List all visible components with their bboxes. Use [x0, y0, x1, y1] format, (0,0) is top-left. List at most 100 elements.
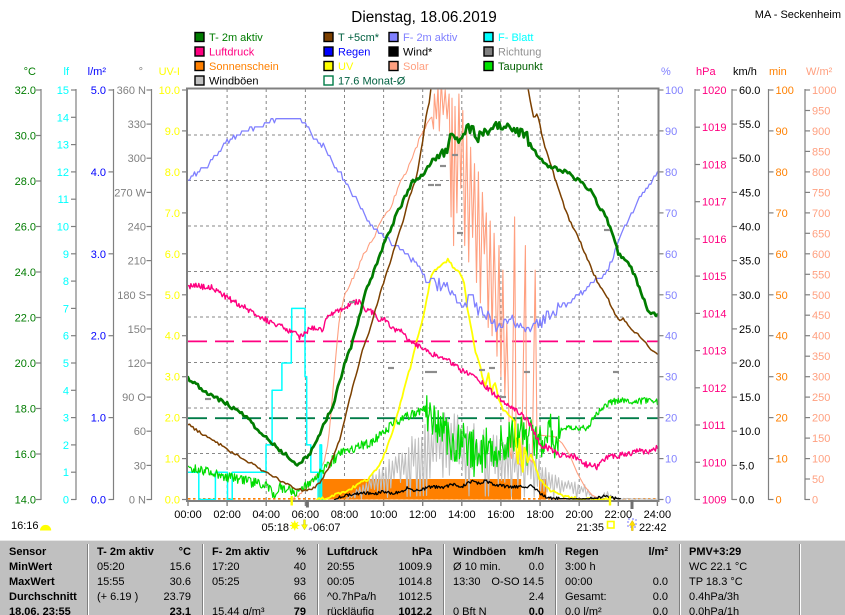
- svg-text:300: 300: [128, 153, 146, 165]
- svg-text:Solar: Solar: [403, 61, 429, 73]
- svg-text:14: 14: [57, 112, 69, 124]
- svg-text:W/m²: W/m²: [806, 66, 833, 78]
- svg-text:04:00: 04:00: [252, 509, 280, 521]
- svg-text:900: 900: [812, 126, 830, 138]
- svg-text:Dienstag, 18.06.2019: Dienstag, 18.06.2019: [351, 9, 496, 26]
- svg-text:1019: 1019: [702, 122, 726, 134]
- svg-text:100: 100: [812, 454, 830, 466]
- svg-text:16:00: 16:00: [487, 509, 515, 521]
- svg-text:35.0: 35.0: [739, 256, 760, 268]
- svg-text:16.0: 16.0: [15, 449, 36, 461]
- svg-text:20:00: 20:00: [565, 509, 593, 521]
- svg-text:1.0: 1.0: [165, 454, 180, 466]
- svg-text:20.0: 20.0: [739, 358, 760, 370]
- svg-text:F- Blatt: F- Blatt: [498, 32, 533, 44]
- svg-text:5.0: 5.0: [739, 460, 754, 472]
- svg-text:1016: 1016: [702, 234, 726, 246]
- svg-text:850: 850: [812, 146, 830, 158]
- svg-text:500: 500: [812, 290, 830, 302]
- svg-text:22:42: 22:42: [639, 522, 667, 534]
- svg-text:8: 8: [63, 276, 69, 288]
- svg-text:Richtung: Richtung: [498, 47, 541, 59]
- svg-text:6: 6: [63, 331, 69, 343]
- svg-text:18:00: 18:00: [526, 509, 554, 521]
- svg-text:400: 400: [812, 331, 830, 343]
- svg-text:%: %: [661, 66, 671, 78]
- svg-text:90: 90: [776, 126, 788, 138]
- svg-text:7: 7: [63, 303, 69, 315]
- svg-text:26.0: 26.0: [15, 222, 36, 234]
- svg-text:0: 0: [776, 495, 782, 507]
- svg-text:4.0: 4.0: [91, 167, 106, 179]
- svg-text:50: 50: [665, 290, 677, 302]
- svg-text:0 N: 0 N: [129, 495, 146, 507]
- svg-text:1012: 1012: [702, 383, 726, 395]
- svg-text:18.0: 18.0: [15, 404, 36, 416]
- svg-text:10:00: 10:00: [370, 509, 398, 521]
- svg-text:650: 650: [812, 228, 830, 240]
- svg-text:5.0: 5.0: [165, 290, 180, 302]
- svg-text:50: 50: [812, 474, 824, 486]
- svg-text:100: 100: [665, 85, 683, 97]
- svg-text:0.0: 0.0: [739, 495, 754, 507]
- svg-text:5.0: 5.0: [91, 85, 106, 97]
- svg-text:70: 70: [665, 208, 677, 220]
- svg-text:90 O: 90 O: [122, 392, 146, 404]
- svg-text:360 N: 360 N: [117, 85, 146, 97]
- svg-text:11: 11: [58, 194, 69, 206]
- svg-text:06:00: 06:00: [292, 509, 320, 521]
- svg-text:120: 120: [128, 358, 146, 370]
- svg-text:14:00: 14:00: [448, 509, 476, 521]
- svg-text:9: 9: [63, 249, 69, 261]
- svg-text:270 W: 270 W: [114, 187, 146, 199]
- svg-text:750: 750: [812, 187, 830, 199]
- svg-text:hPa: hPa: [696, 66, 716, 78]
- svg-text:50: 50: [776, 290, 788, 302]
- svg-text:14.0: 14.0: [15, 495, 36, 507]
- svg-text:Sonnenschein: Sonnenschein: [209, 61, 279, 73]
- svg-text:40: 40: [665, 331, 677, 343]
- svg-text:1010: 1010: [702, 457, 726, 469]
- svg-text:32.0: 32.0: [15, 85, 36, 97]
- svg-text:80: 80: [665, 167, 677, 179]
- svg-text:60: 60: [665, 249, 677, 261]
- svg-text:10: 10: [57, 222, 69, 234]
- svg-text:240: 240: [128, 222, 146, 234]
- svg-text:l/m²: l/m²: [88, 66, 107, 78]
- svg-text:UV-I: UV-I: [159, 66, 180, 78]
- svg-text:3.0: 3.0: [91, 249, 106, 261]
- svg-text:00:00: 00:00: [174, 509, 202, 521]
- svg-text:180 S: 180 S: [117, 290, 146, 302]
- svg-text:0: 0: [63, 495, 69, 507]
- svg-text:4: 4: [63, 385, 69, 397]
- svg-text:17.6 Monat-Ø: 17.6 Monat-Ø: [338, 76, 406, 88]
- svg-text:1: 1: [63, 467, 69, 479]
- svg-text:16:16: 16:16: [11, 520, 39, 532]
- svg-text:22.0: 22.0: [15, 313, 36, 325]
- svg-text:55.0: 55.0: [739, 119, 760, 131]
- svg-text:30.0: 30.0: [739, 290, 760, 302]
- svg-text:28.0: 28.0: [15, 176, 36, 188]
- svg-text:1020: 1020: [702, 85, 726, 97]
- svg-text:lf: lf: [64, 66, 70, 78]
- svg-text:7.0: 7.0: [165, 208, 180, 220]
- svg-text:20.0: 20.0: [15, 358, 36, 370]
- svg-text:MA - Seckenheim: MA - Seckenheim: [755, 9, 841, 21]
- svg-text:80: 80: [776, 167, 788, 179]
- svg-text:330: 330: [128, 119, 146, 131]
- svg-text:T- 2m aktiv: T- 2m aktiv: [209, 32, 263, 44]
- svg-text:150: 150: [812, 433, 830, 445]
- svg-text:T +5cm*: T +5cm*: [338, 32, 380, 44]
- svg-text:150: 150: [128, 324, 146, 336]
- svg-text:1000: 1000: [812, 85, 836, 97]
- svg-text:60.0: 60.0: [739, 85, 760, 97]
- svg-text:10: 10: [776, 454, 788, 466]
- svg-text:20: 20: [665, 413, 677, 425]
- svg-text:70: 70: [776, 208, 788, 220]
- svg-text:50.0: 50.0: [739, 153, 760, 165]
- svg-text:0.0: 0.0: [165, 495, 180, 507]
- svg-text:02:00: 02:00: [213, 509, 241, 521]
- svg-text:UV: UV: [338, 61, 354, 73]
- svg-text:700: 700: [812, 208, 830, 220]
- svg-text:10: 10: [665, 454, 677, 466]
